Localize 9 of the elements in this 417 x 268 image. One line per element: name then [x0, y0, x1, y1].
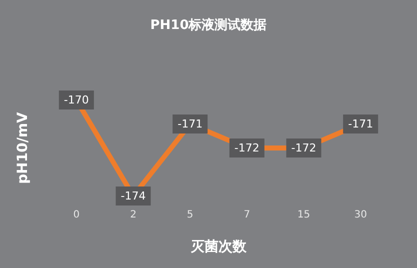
- x-tick-label: 0: [73, 210, 80, 220]
- x-tick-label: 2: [130, 210, 136, 220]
- x-axis-title: 灭菌次数: [190, 239, 248, 255]
- x-tick-label: 5: [186, 210, 194, 220]
- x-tick-label: 7: [244, 210, 250, 220]
- chart-title: PH10标液测试数据: [150, 17, 267, 33]
- x-tick-label: 30: [354, 210, 367, 220]
- y-axis-title: pH10/mV: [15, 112, 31, 184]
- x-tick-label: 15: [297, 210, 310, 220]
